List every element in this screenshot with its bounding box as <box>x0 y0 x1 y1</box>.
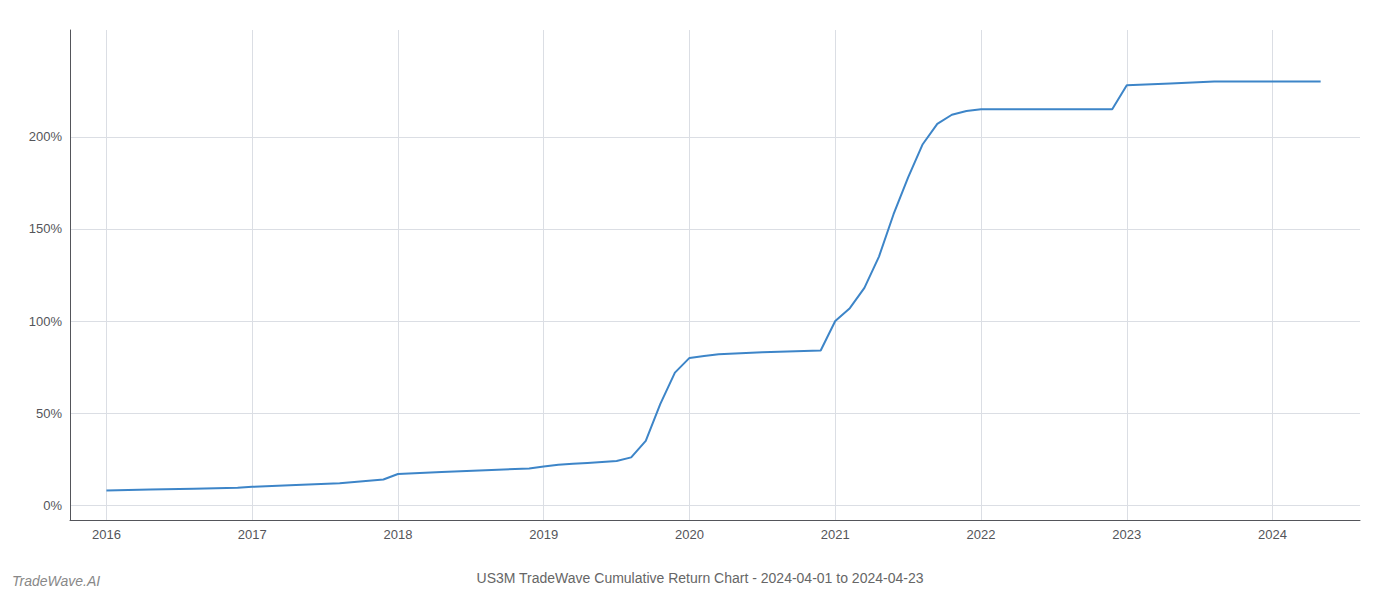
svg-text:2022: 2022 <box>967 527 996 542</box>
svg-text:2023: 2023 <box>1112 527 1141 542</box>
svg-text:2021: 2021 <box>821 527 850 542</box>
svg-text:0%: 0% <box>43 498 62 513</box>
svg-text:50%: 50% <box>36 406 62 421</box>
svg-text:200%: 200% <box>29 129 63 144</box>
svg-text:US3M TradeWave Cumulative Retu: US3M TradeWave Cumulative Return Chart -… <box>477 570 924 586</box>
svg-text:2019: 2019 <box>529 527 558 542</box>
svg-text:2017: 2017 <box>238 527 267 542</box>
svg-text:150%: 150% <box>29 221 63 236</box>
svg-text:2018: 2018 <box>384 527 413 542</box>
svg-text:2016: 2016 <box>92 527 121 542</box>
svg-text:2024: 2024 <box>1258 527 1287 542</box>
svg-text:2020: 2020 <box>675 527 704 542</box>
svg-text:TradeWave.AI: TradeWave.AI <box>12 573 100 589</box>
svg-text:100%: 100% <box>29 314 63 329</box>
